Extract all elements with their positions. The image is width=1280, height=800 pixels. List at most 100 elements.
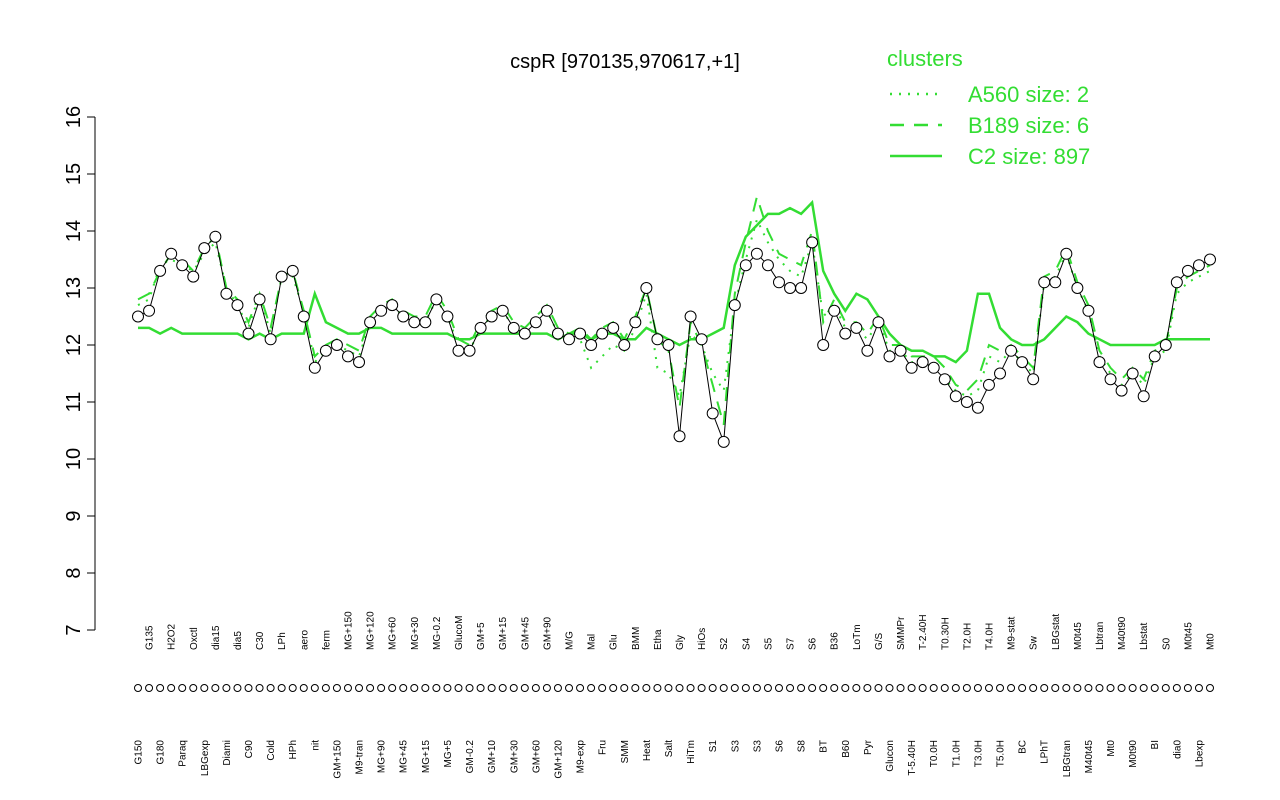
x-tick-label: LPhT [1040, 740, 1051, 764]
data-point [1148, 350, 1161, 363]
category-marker [797, 684, 806, 692]
category-marker [918, 684, 927, 692]
legend-label: B189 size: 6 [968, 113, 1089, 138]
category-marker [310, 684, 319, 692]
x-tick-label: C90 [244, 740, 255, 759]
x-tick-label: Mal [587, 634, 598, 650]
category-marker [675, 684, 684, 692]
x-tick-label: M0t45 [1073, 622, 1084, 650]
category-marker [565, 684, 574, 692]
data-point [485, 310, 498, 323]
data-point [717, 435, 730, 448]
x-tick-label: T1.0H [951, 740, 962, 767]
x-tick-label: G/S [874, 632, 885, 650]
data-point [883, 350, 896, 363]
x-tick-label: S1 [708, 740, 719, 753]
category-marker [841, 684, 850, 692]
x-tick-label: MG+45 [399, 740, 410, 774]
data-point [397, 310, 410, 323]
data-point [1005, 344, 1018, 357]
category-marker [156, 684, 165, 692]
x-tick-label: M9-exp [576, 740, 587, 774]
x-tick-label: T3.0H [973, 740, 984, 767]
category-marker [399, 684, 408, 692]
category-marker [929, 684, 938, 692]
category-marker [1062, 684, 1071, 692]
category-marker [631, 684, 640, 692]
category-marker [1172, 684, 1181, 692]
category-marker [421, 684, 430, 692]
data-point [585, 339, 598, 351]
x-tick-label: BC [1018, 740, 1029, 754]
data-point [994, 367, 1007, 380]
data-point [209, 230, 222, 243]
data-point [1027, 373, 1040, 386]
data-point [507, 321, 520, 334]
x-tick-label: GM+60 [531, 740, 542, 774]
x-tick-label: Glucon [885, 740, 896, 772]
category-marker [1018, 684, 1027, 692]
x-tick-label: LBGstat [1051, 614, 1062, 650]
category-marker [786, 684, 795, 692]
category-marker [343, 684, 352, 692]
data-point [662, 339, 675, 351]
data-point [253, 293, 266, 306]
x-tick-label: HPh [288, 740, 299, 759]
category-marker [587, 684, 596, 692]
category-marker [520, 684, 529, 692]
x-tick-label: S3 [752, 740, 763, 753]
category-marker [907, 684, 916, 692]
data-point [1060, 247, 1073, 260]
category-marker [222, 684, 231, 692]
x-tick-label: S2 [719, 637, 730, 650]
category-marker [1150, 684, 1159, 692]
x-tick-label: Oxctl [189, 627, 200, 650]
x-tick-label: M0t45 [1183, 622, 1194, 650]
y-tick-label: 13 [63, 277, 85, 299]
category-marker [134, 684, 142, 692]
data-point [551, 327, 564, 340]
category-marker [984, 684, 993, 692]
data-point [706, 407, 719, 420]
legend-label: C2 size: 897 [968, 144, 1090, 169]
category-marker [819, 684, 828, 692]
x-tick-label: MG-0.2 [432, 616, 443, 650]
x-tick-label: dia5 [233, 631, 244, 650]
category-marker [1183, 684, 1192, 692]
x-tick-label: T0.0H [929, 740, 940, 767]
category-marker [774, 684, 783, 692]
category-marker [211, 684, 220, 692]
category-marker [167, 684, 176, 692]
data-point [651, 333, 664, 346]
category-marker [189, 684, 198, 692]
data-point [1016, 356, 1029, 369]
data-point [375, 304, 388, 317]
x-tick-label: C30 [255, 631, 266, 650]
profile-line [137, 235, 1211, 443]
x-tick-label: Pyr [863, 739, 874, 755]
x-tick-label: MG+5 [443, 740, 454, 768]
category-marker [830, 684, 839, 692]
data-point [750, 247, 763, 260]
category-marker [1139, 684, 1148, 692]
x-tick-label: S0 [1161, 637, 1172, 650]
data-point [817, 339, 830, 351]
x-tick-label: GlucoM [454, 616, 465, 650]
x-tick-label: SMMPr [896, 616, 907, 650]
data-point [231, 299, 244, 312]
chart-title: cspR [970135,970617,+1] [510, 51, 740, 73]
data-point [165, 247, 178, 260]
category-marker [178, 684, 187, 692]
category-marker [1206, 684, 1214, 692]
category-marker [145, 684, 154, 692]
data-point [386, 299, 399, 312]
data-point [474, 321, 487, 334]
x-tick-label: Gly [675, 635, 686, 650]
data-point [607, 321, 620, 334]
x-tick-label: LPh [277, 632, 288, 650]
x-tick-label: T-5.40H [907, 740, 918, 776]
x-tick-label: B36 [830, 632, 841, 650]
category-marker [1007, 684, 1016, 692]
y-tick-label: 16 [63, 106, 85, 128]
category-marker [443, 684, 452, 692]
